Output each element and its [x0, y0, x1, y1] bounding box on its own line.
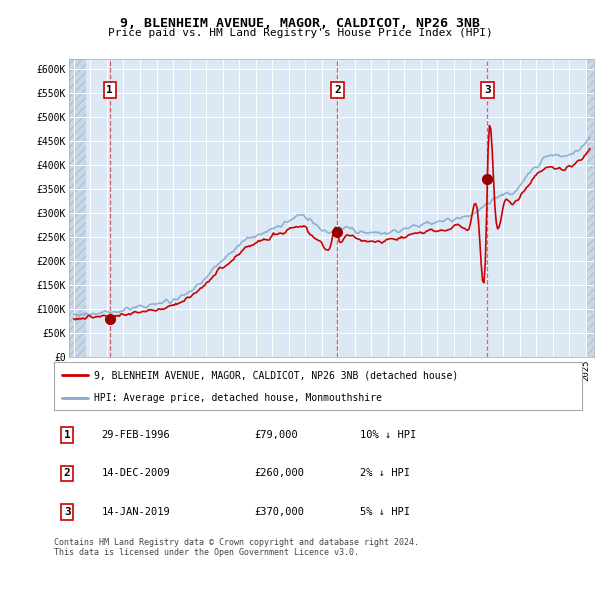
Text: 9, BLENHEIM AVENUE, MAGOR, CALDICOT, NP26 3NB (detached house): 9, BLENHEIM AVENUE, MAGOR, CALDICOT, NP2… — [94, 370, 458, 380]
Text: £370,000: £370,000 — [254, 507, 305, 517]
Text: 2: 2 — [64, 468, 71, 478]
Text: 5% ↓ HPI: 5% ↓ HPI — [360, 507, 410, 517]
Text: £79,000: £79,000 — [254, 430, 298, 440]
Text: Price paid vs. HM Land Registry's House Price Index (HPI): Price paid vs. HM Land Registry's House … — [107, 28, 493, 38]
Text: 9, BLENHEIM AVENUE, MAGOR, CALDICOT, NP26 3NB: 9, BLENHEIM AVENUE, MAGOR, CALDICOT, NP2… — [120, 17, 480, 30]
Text: 29-FEB-1996: 29-FEB-1996 — [101, 430, 170, 440]
Bar — [587, 59, 594, 357]
Text: 1: 1 — [106, 85, 113, 95]
Text: Contains HM Land Registry data © Crown copyright and database right 2024.
This d: Contains HM Land Registry data © Crown c… — [54, 538, 419, 558]
Text: 2% ↓ HPI: 2% ↓ HPI — [360, 468, 410, 478]
Text: HPI: Average price, detached house, Monmouthshire: HPI: Average price, detached house, Monm… — [94, 393, 382, 403]
Text: 2: 2 — [334, 85, 341, 95]
Text: 14-DEC-2009: 14-DEC-2009 — [101, 468, 170, 478]
Text: 10% ↓ HPI: 10% ↓ HPI — [360, 430, 416, 440]
Text: £260,000: £260,000 — [254, 468, 305, 478]
Bar — [69, 59, 86, 357]
Text: 14-JAN-2019: 14-JAN-2019 — [101, 507, 170, 517]
Text: 3: 3 — [64, 507, 71, 517]
Text: 3: 3 — [484, 85, 491, 95]
Text: 1: 1 — [64, 430, 71, 440]
